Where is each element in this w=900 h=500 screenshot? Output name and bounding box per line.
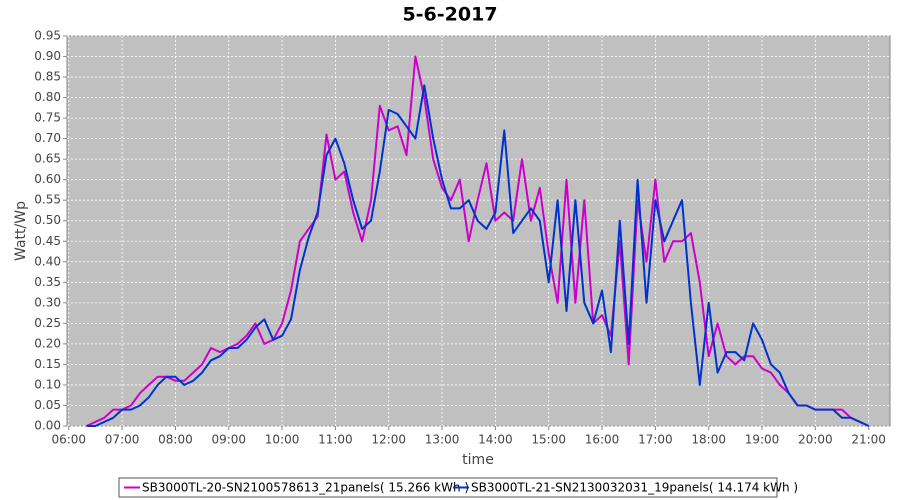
x-tick-label: 19:00: [745, 433, 780, 447]
legend-label: SB3000TL-20-SN2100578613_21panels( 15.26…: [142, 481, 469, 495]
plot-area: [66, 35, 891, 427]
y-tick-label: 0.00: [34, 419, 61, 433]
x-tick-label: 12:00: [371, 433, 406, 447]
legend: [118, 477, 778, 498]
series-line: [86, 84, 870, 427]
y-tick-label: 0.05: [34, 398, 61, 412]
y-tick-label: 0.55: [34, 193, 61, 207]
y-tick-label: 0.20: [34, 336, 61, 350]
x-tick-label: 17:00: [638, 433, 673, 447]
y-tick-label: 0.45: [34, 234, 61, 248]
y-tick-label: 0.95: [34, 29, 61, 43]
series-line: [86, 55, 870, 427]
y-tick-label: 0.40: [34, 254, 61, 268]
x-tick-label: 11:00: [318, 433, 353, 447]
y-tick-label: 0.85: [34, 70, 61, 84]
y-tick-label: 0.15: [34, 357, 61, 371]
y-tick-label: 0.70: [34, 131, 61, 145]
x-tick-label: 09:00: [211, 433, 246, 447]
y-tick-label: 0.50: [34, 213, 61, 227]
x-tick-label: 10:00: [265, 433, 300, 447]
y-axis-label: Watt/Wp: [13, 201, 29, 261]
x-tick-label: 16:00: [585, 433, 620, 447]
x-tick-label: 15:00: [531, 433, 566, 447]
y-tick-label: 0.10: [34, 377, 61, 391]
x-tick-label: 06:00: [51, 433, 86, 447]
y-tick-label: 0.30: [34, 295, 61, 309]
x-tick-label: 07:00: [105, 433, 140, 447]
legend-label: SB3000TL-21-SN2130032031_19panels( 14.17…: [471, 481, 798, 495]
chart-title: 5-6-2017: [402, 4, 497, 26]
y-tick-label: 0.25: [34, 316, 61, 330]
x-tick-label: 20:00: [798, 433, 833, 447]
x-axis-label: time: [462, 452, 494, 468]
x-tick-label: 14:00: [478, 433, 513, 447]
y-tick-label: 0.60: [34, 172, 61, 186]
y-tick-label: 0.35: [34, 275, 61, 289]
y-tick-label: 0.75: [34, 111, 61, 125]
x-tick-label: 13:00: [425, 433, 460, 447]
x-tick-label: 21:00: [851, 433, 886, 447]
y-tick-label: 0.65: [34, 152, 61, 166]
x-tick-label: 08:00: [158, 433, 193, 447]
y-tick-label: 0.80: [34, 90, 61, 104]
x-tick-label: 18:00: [691, 433, 726, 447]
y-tick-label: 0.90: [34, 49, 61, 63]
